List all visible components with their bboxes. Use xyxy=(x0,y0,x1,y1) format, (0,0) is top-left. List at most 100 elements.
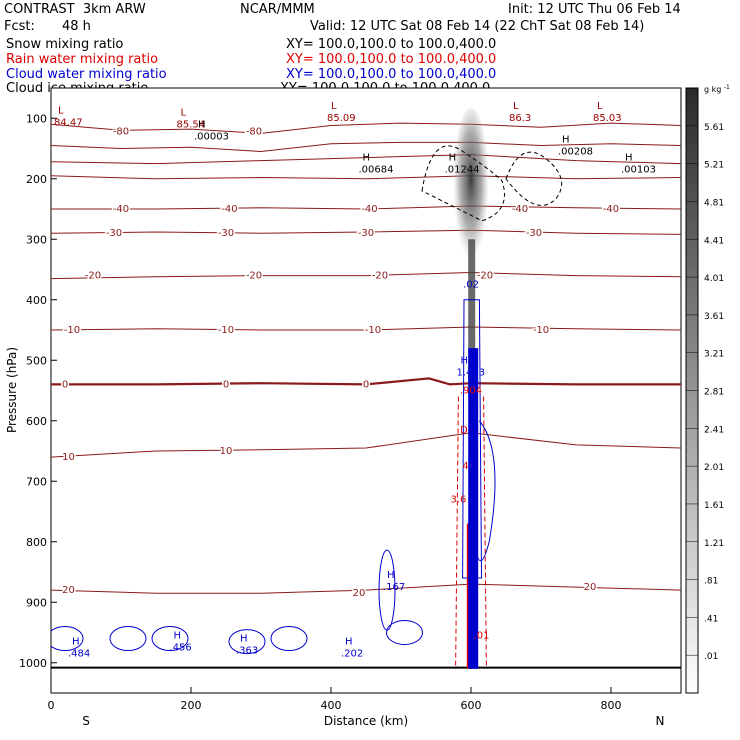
colorbar-label: 3.21 xyxy=(704,350,724,360)
extremum-mark: L xyxy=(181,107,187,118)
isotherm-m70 xyxy=(51,141,681,153)
cloud-water-contour xyxy=(151,626,189,652)
isotherm-label: 10 xyxy=(62,452,75,463)
extremum-value: 84.47 xyxy=(54,117,83,128)
y-tick-label: 900 xyxy=(26,596,47,609)
y-tick-label: 500 xyxy=(26,354,47,367)
colorbar-label: 5.61 xyxy=(704,123,724,133)
isotherm-label: -20 xyxy=(85,271,101,282)
isotherm-label: -30 xyxy=(106,228,122,239)
extremum-mark: H xyxy=(449,153,457,164)
rain-label: 4 xyxy=(462,461,468,472)
cloud-water-column xyxy=(468,348,479,669)
isotherm-label: -10 xyxy=(533,325,549,336)
x-tick-label: 200 xyxy=(181,699,202,712)
extremum-mark: L xyxy=(513,101,519,112)
extremum-mark: H xyxy=(625,153,633,164)
extremum-value: .01244 xyxy=(445,165,480,176)
isotherm-m10 xyxy=(51,326,681,331)
extremum-value: .00103 xyxy=(621,165,656,176)
isotherm-m20 xyxy=(51,271,681,280)
isotherm-label: -20 xyxy=(246,271,262,282)
init-time: Init: 12 UTC Thu 06 Feb 14 xyxy=(508,2,681,17)
colorbar-label: 4.01 xyxy=(704,274,724,284)
extremum-mark: L xyxy=(58,105,64,116)
extremum-value: 86.3 xyxy=(509,113,531,124)
field-name-rain: Rain water mixing ratio xyxy=(6,52,159,67)
extremum-mark: H xyxy=(461,355,469,366)
extremum-mark: H xyxy=(72,637,80,648)
colorbar-label: 1.61 xyxy=(704,501,724,511)
rain-label: .01 xyxy=(474,631,490,642)
extremum-value: 85.54 xyxy=(177,119,206,130)
field-xy-cloudwater: XY= 100.0,100.0 to 100.0,400.0 xyxy=(286,67,497,82)
cloud-ice-column xyxy=(468,239,476,397)
isotherm-label: 0 xyxy=(62,379,68,390)
colorbar-label: 1.21 xyxy=(704,539,724,549)
fcst-label: Fcst: xyxy=(4,19,35,34)
isotherm-label: 0 xyxy=(363,379,369,390)
isotherm-m50 xyxy=(51,175,681,180)
colorbar-label: 2.81 xyxy=(704,388,724,398)
cloud-water-contour xyxy=(51,626,84,652)
cloud-ice-plume xyxy=(453,107,489,268)
cloud-water-contour xyxy=(109,626,147,652)
isotherm-label: -80 xyxy=(113,127,129,138)
y-tick-label: 700 xyxy=(26,475,47,488)
colorbar-label: 2.01 xyxy=(704,463,724,473)
isotherm-label: 20 xyxy=(353,588,366,599)
colorbar-label: 3.61 xyxy=(704,312,724,322)
isotherm-label: -40 xyxy=(221,204,237,215)
isotherm-label: -40 xyxy=(603,204,619,215)
isotherm-label: -10 xyxy=(64,325,80,336)
isotherm-label: -30 xyxy=(218,228,234,239)
extremum-value: 85.09 xyxy=(327,113,356,124)
y-tick-label: 300 xyxy=(26,233,47,246)
extremum-value: .00684 xyxy=(359,165,394,176)
rain-label: 3.6 xyxy=(450,494,466,505)
snow-contour xyxy=(505,151,563,206)
colorbar-label: .81 xyxy=(704,577,718,587)
extremum-value: .00003 xyxy=(194,131,229,142)
org-label: NCAR/MMM xyxy=(240,2,315,17)
extremum-value: .202 xyxy=(341,649,363,660)
isotherm-0 xyxy=(51,377,681,386)
field-name-snow: Snow mixing ratio xyxy=(6,37,124,52)
isotherm-label: -20 xyxy=(477,271,493,282)
isotherm-m30 xyxy=(51,229,681,235)
colorbar-label: .01 xyxy=(704,652,718,662)
colorbar-label: 4.81 xyxy=(704,198,724,208)
cloud-water-contour xyxy=(228,629,266,655)
cloud-water-contour xyxy=(386,620,423,645)
extremum-mark: H xyxy=(198,119,206,130)
colorbar-unit: g kg -1 xyxy=(704,84,730,94)
x-end-label-south: S xyxy=(82,714,90,728)
snow-contour xyxy=(421,145,505,222)
rain-label: .904 xyxy=(460,386,482,397)
extremum-value: .484 xyxy=(68,649,90,660)
valid-time: Valid: 12 UTC Sat 08 Feb 14 (22 ChT Sat … xyxy=(310,19,645,34)
isotherm-label: 10 xyxy=(220,446,233,457)
isotherm-label: -80 xyxy=(246,127,262,138)
plot-frame xyxy=(50,87,682,694)
x-tick-label: 600 xyxy=(461,699,482,712)
extremum-mark: L xyxy=(597,101,603,112)
isotherm-10 xyxy=(51,432,681,458)
extremum-mark: H xyxy=(174,631,182,642)
y-tick-label: 1000 xyxy=(19,657,47,670)
isotherm-m80 xyxy=(51,122,681,134)
isotherm-label: -10 xyxy=(365,325,381,336)
x-end-label-north: N xyxy=(656,714,665,728)
isotherm-label: -40 xyxy=(113,204,129,215)
isotherm-label: -20 xyxy=(372,271,388,282)
colorbar-label: 4.41 xyxy=(704,236,724,246)
field-xy-rain: XY= 100.0,100.0 to 100.0,400.0 xyxy=(286,52,497,67)
y-tick-label: 100 xyxy=(26,112,47,125)
extremum-value: .00208 xyxy=(558,147,593,158)
isotherm-label: -30 xyxy=(526,228,542,239)
x-tick-label: 800 xyxy=(601,699,622,712)
extremum-mark: H xyxy=(345,637,353,648)
colorbar-label: .41 xyxy=(704,614,718,624)
cloud-water-contour xyxy=(270,626,308,652)
